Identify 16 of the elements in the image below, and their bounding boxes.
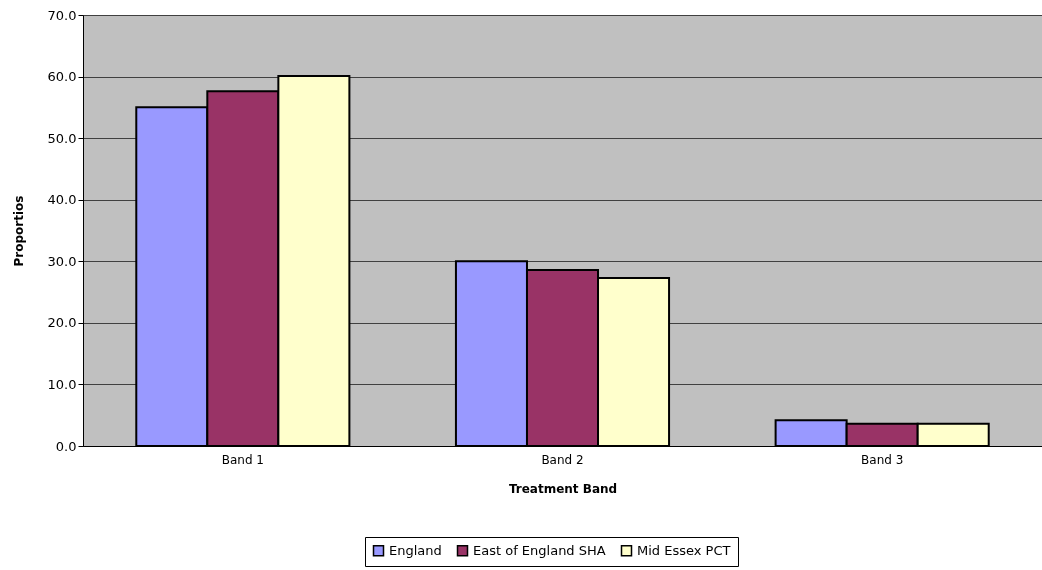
y-tick-label: 30.0	[47, 253, 77, 269]
y-tick-label: 60.0	[47, 69, 77, 85]
legend-label: Mid Essex PCT	[637, 542, 731, 558]
y-tick-label: 0.0	[55, 438, 77, 454]
y-tick-label: 70.0	[47, 7, 77, 23]
x-axis-title: Treatment Band	[508, 481, 618, 496]
y-tick-label: 20.0	[47, 315, 77, 331]
y-tick-label: 40.0	[47, 192, 77, 208]
x-tick-label: Band 3	[861, 452, 904, 467]
y-tick-label: 50.0	[47, 130, 77, 146]
y-axis-title: Proportios	[11, 195, 26, 267]
x-tick-label: Band 1	[221, 452, 264, 467]
legend-label: England	[389, 542, 442, 558]
legend-label: East of England SHA	[473, 542, 606, 558]
x-tick-label: Band 2	[541, 452, 584, 467]
y-tick-label: 10.0	[47, 376, 77, 392]
